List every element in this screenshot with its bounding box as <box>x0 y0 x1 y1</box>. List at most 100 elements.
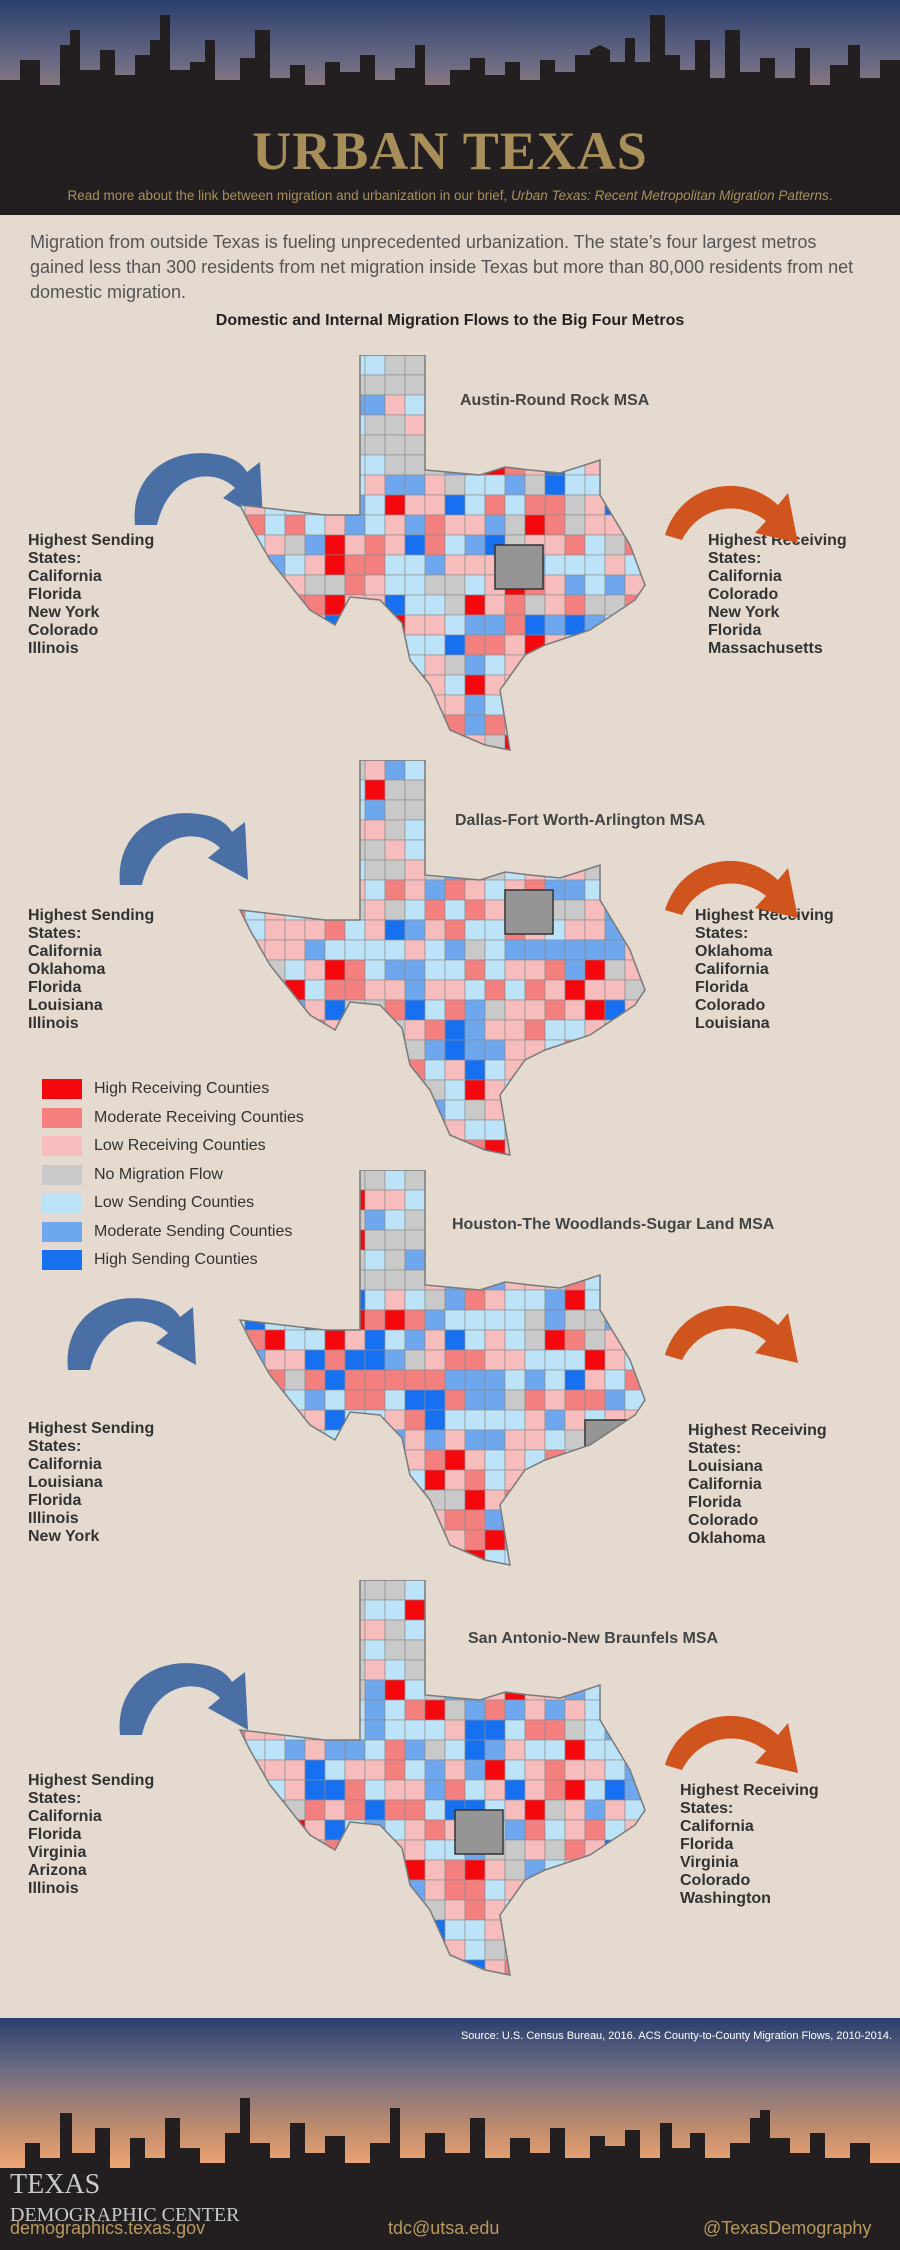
county-cell <box>424 999 446 1021</box>
county-cell <box>384 1529 406 1551</box>
county-cell <box>404 1249 426 1271</box>
county-cell <box>644 355 645 376</box>
county-cell <box>564 1269 586 1291</box>
county-cell <box>504 1409 526 1431</box>
county-cell <box>604 1099 626 1121</box>
county-cell <box>644 1839 645 1861</box>
county-cell <box>364 1799 386 1821</box>
county-cell <box>244 979 266 1001</box>
receiving-heading: Highest Receiving States: <box>688 1422 827 1457</box>
county-cell <box>484 1329 506 1351</box>
county-cell <box>404 1079 426 1101</box>
county-cell <box>584 1959 606 1975</box>
county-cell <box>444 1329 466 1351</box>
county-cell <box>564 734 586 750</box>
twitter-handle-link[interactable]: @TexasDemography <box>703 2218 872 2238</box>
county-cell <box>524 1549 546 1565</box>
county-cell <box>384 899 406 921</box>
legend-label: Low Sending Counties <box>94 1194 255 1212</box>
county-cell <box>604 779 626 801</box>
receiving-state-item: Louisiana <box>695 1015 770 1032</box>
county-cell <box>544 614 566 636</box>
county-cell <box>284 614 306 636</box>
county-cell <box>444 1959 466 1975</box>
county-cell <box>404 939 426 961</box>
county-cell <box>564 1759 586 1781</box>
county-cell <box>404 734 426 750</box>
county-cell <box>324 1779 346 1801</box>
county-cell <box>544 1119 566 1141</box>
county-cell <box>544 1699 566 1721</box>
county-cell <box>464 554 486 576</box>
county-cell <box>264 799 286 821</box>
county-cell <box>444 474 466 496</box>
county-cell <box>304 474 326 496</box>
county-cell <box>240 1939 246 1961</box>
county-cell <box>444 1739 466 1761</box>
county-cell <box>484 1229 506 1251</box>
county-cell <box>404 799 426 821</box>
sending-heading: Highest Sending States: <box>28 1772 155 1807</box>
county-cell <box>324 1389 346 1411</box>
county-cell <box>504 1580 526 1601</box>
county-cell <box>324 1919 346 1941</box>
sending-state-item: California <box>28 1456 102 1473</box>
county-cell <box>404 1329 426 1351</box>
county-cell <box>304 1529 326 1551</box>
county-cell <box>584 779 606 801</box>
county-cell <box>384 1139 406 1155</box>
county-cell <box>404 1879 426 1901</box>
email-link[interactable]: tdc@utsa.edu <box>388 2218 500 2238</box>
county-cell <box>484 899 506 921</box>
county-cell <box>384 1879 406 1901</box>
county-cell <box>404 999 426 1021</box>
county-cell <box>284 1599 306 1621</box>
county-cell <box>244 374 266 396</box>
county-cell <box>444 1099 466 1121</box>
county-cell <box>624 1289 645 1311</box>
county-cell <box>604 1189 626 1211</box>
county-cell <box>484 1759 506 1781</box>
county-cell <box>424 1549 446 1565</box>
county-cell <box>384 1249 406 1271</box>
county-cell <box>345 1980 365 2000</box>
county-cell <box>424 414 446 436</box>
county-cell <box>484 1719 506 1741</box>
county-cell <box>304 760 326 781</box>
county-cell <box>584 574 606 596</box>
county-cell <box>444 879 466 901</box>
county-cell <box>644 1699 645 1721</box>
receiving-state-item: Louisiana <box>688 1458 763 1475</box>
brief-title-link[interactable]: Urban Texas: Recent Metropolitan Migrati… <box>511 188 829 203</box>
county-cell <box>284 919 306 941</box>
sending-state-item: Florida <box>28 586 82 603</box>
county-cell <box>624 779 645 801</box>
county-cell <box>404 1599 426 1621</box>
county-cell <box>604 454 626 476</box>
county-cell <box>564 1119 586 1141</box>
county-cell <box>424 939 446 961</box>
county-cell <box>504 714 526 736</box>
county-cell <box>384 879 406 901</box>
county-cell <box>464 674 486 696</box>
county-cell <box>524 1919 546 1941</box>
county-cell <box>364 454 386 476</box>
county-cell <box>424 1839 446 1861</box>
county-cell <box>604 534 626 556</box>
county-cell <box>524 1409 546 1431</box>
county-cell <box>404 1819 426 1841</box>
county-cell <box>344 654 366 676</box>
county-cell <box>524 859 546 881</box>
county-cell <box>524 1099 546 1121</box>
county-cell <box>524 1189 546 1211</box>
county-cell <box>484 594 506 616</box>
county-cell <box>544 1879 566 1901</box>
sending-state-item: Louisiana <box>28 1474 103 1491</box>
county-cell <box>504 1599 526 1621</box>
county-cell <box>264 1759 286 1781</box>
website-link[interactable]: demographics.texas.gov <box>10 2218 206 2238</box>
county-cell <box>240 1679 246 1701</box>
county-cell <box>424 1449 446 1471</box>
county-cell <box>644 1349 645 1371</box>
county-cell <box>324 1289 346 1311</box>
